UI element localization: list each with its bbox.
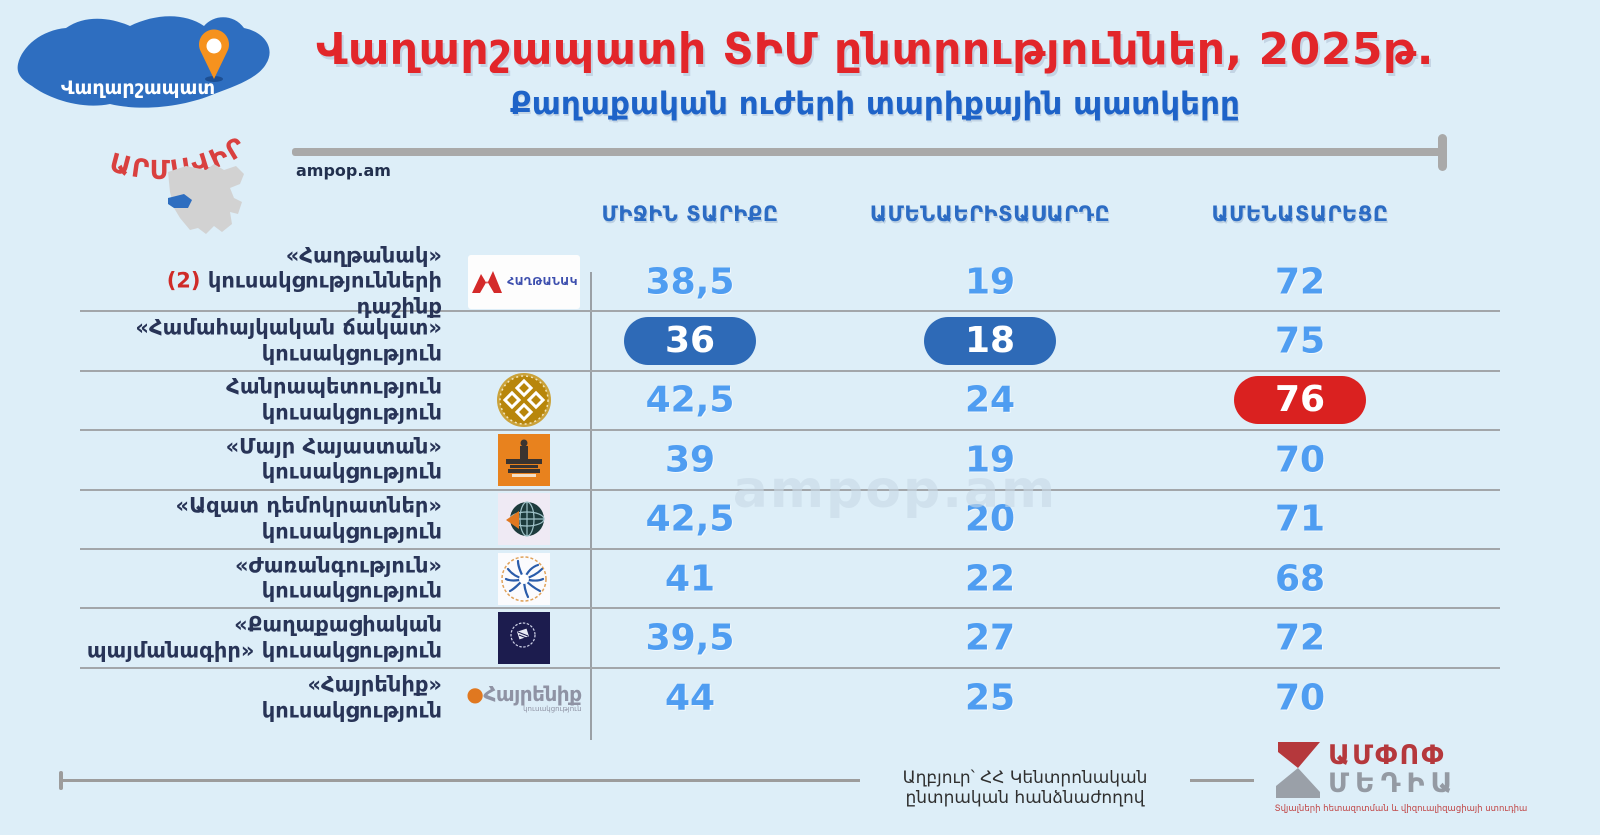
footer-divider xyxy=(1190,779,1254,782)
party-name: «Համահայկական ճակատ» կուսակցություն xyxy=(135,315,442,366)
youngest-value: 25 xyxy=(964,677,1016,719)
brand-label: ampop.am xyxy=(296,161,391,180)
footer-divider-cap xyxy=(59,771,63,790)
column-header-oldest: ԱՄԵՆԱՏԱՐԵՑԸ xyxy=(1211,202,1389,226)
table-row: «Հայրենիք» կուսակցություն ●Հայրենիք կուս… xyxy=(80,669,1500,728)
page-title: Վաղարշապատի ՏԻՄ ընտրություններ, 2025թ. xyxy=(316,24,1434,75)
table-row: «Հաղթանակ» (2) կուսակցությունների դաշինք… xyxy=(80,243,1500,318)
column-header-youngest: ԱՄԵՆԱԵՐԻՏԱՍԱՐԴԸ xyxy=(869,202,1111,226)
source-credit: Աղբյուր՝ ՀՀ Կենտրոնական ընտրական հանձնաժ… xyxy=(902,768,1148,808)
youngest-value: 19 xyxy=(964,261,1016,303)
free-democrats-party-logo-icon xyxy=(498,493,550,546)
party-name: «Հաղթանակ» (2) կուսակցությունների դաշինք xyxy=(166,243,442,319)
heritage-party-logo-icon xyxy=(498,552,550,605)
avg-age-value: 38,5 xyxy=(645,261,735,303)
table-row: «Ժառանգություն» կուսակցություն xyxy=(80,550,1500,610)
avg-age-value: 39,5 xyxy=(645,617,735,659)
youngest-value: 24 xyxy=(964,379,1016,421)
oldest-value: 70 xyxy=(1274,677,1326,719)
haghtanak-party-logo-icon: ՀԱՂԹԱՆԱԿ xyxy=(468,254,580,309)
column-header-average-age: ՄԻՋԻՆ ՏԱՐԻՔԸ xyxy=(601,202,779,226)
divider-rule xyxy=(292,148,1442,156)
oldest-value: 72 xyxy=(1274,617,1326,659)
party-name: «Մայր Հայաստան» կուսակցություն xyxy=(225,434,442,484)
party-name: Հանրապետություն կուսակցություն xyxy=(226,374,442,425)
page-subtitle: Քաղաքական ուժերի տարիքային պատկերը xyxy=(510,86,1240,122)
oldest-value: 68 xyxy=(1274,558,1326,600)
media-wordmark: ՄԵԴԻԱ xyxy=(1328,768,1459,799)
ampop-media-logo: ԱՄՓՈՓ ՄԵԴԻԱ Տվյալների հետազոտման և վիզու… xyxy=(1268,740,1534,814)
table-row: «Մայր Հայաստան» կուսակցություն 39 19 70 xyxy=(80,431,1500,491)
table-column-divider xyxy=(590,272,592,740)
ampop-wordmark: ԱՄՓՈՓ xyxy=(1328,739,1446,771)
divider-rule-cap xyxy=(1438,134,1447,171)
hayrenik-party-logo-icon: ●Հայրենիք կուսակցություն xyxy=(466,681,582,713)
youngest-value: 19 xyxy=(964,439,1016,481)
armenia-map-icon xyxy=(168,164,244,234)
vagharshapat-shape-icon: Վաղարշապատ xyxy=(17,16,270,108)
oldest-value: 71 xyxy=(1274,498,1326,540)
table-row: Հանրապետություն կուսակցություն 42,5 24 7… xyxy=(80,372,1500,432)
mother-armenia-party-logo-icon xyxy=(498,433,550,486)
avg-age-value: 44 xyxy=(664,677,716,719)
avg-age-value: 42,5 xyxy=(645,379,735,421)
avg-age-highlight: 36 xyxy=(624,317,756,366)
oldest-value: 75 xyxy=(1274,320,1326,362)
party-count-badge: (2) xyxy=(166,268,201,293)
region-label: Վաղարշապատ xyxy=(61,77,215,99)
avg-age-value: 42,5 xyxy=(645,498,735,540)
party-name: «Հայրենիք» կուսակցություն xyxy=(261,672,442,723)
oldest-value: 72 xyxy=(1274,261,1326,303)
footer-divider xyxy=(62,779,860,782)
watermark: ampop.am xyxy=(732,460,1058,520)
youngest-value: 20 xyxy=(964,498,1016,540)
party-name: «Ազատ դեմոկրատներ» կուսակցություն xyxy=(175,493,442,544)
ampop-tagline: Տվյալների հետազոտման և վիզուալիզացիայի ս… xyxy=(1274,804,1528,814)
table-row: «Համահայկական ճակատ» կուսակցություն 36 1… xyxy=(80,312,1500,372)
table-row: «Ազատ դեմոկրատներ» կուսակցություն 42,5 2… xyxy=(80,491,1500,550)
youngest-value: 22 xyxy=(964,558,1016,600)
party-name: «Քաղաքացիական պայմանագիր» կուսակցություն xyxy=(86,612,442,663)
youngest-value: 27 xyxy=(964,617,1016,659)
oldest-value: 70 xyxy=(1274,439,1326,481)
mountain-icon xyxy=(472,270,503,293)
republic-party-logo-icon xyxy=(497,373,551,428)
civil-contract-party-logo-icon xyxy=(498,612,550,665)
location-pin-icon xyxy=(199,29,230,82)
oldest-highlight: 76 xyxy=(1234,376,1366,425)
youngest-highlight: 18 xyxy=(924,317,1056,366)
avg-age-value: 41 xyxy=(664,558,716,600)
region-map: Վաղարշապատ ԱՐՄԱՎԻՐ xyxy=(8,2,288,247)
ampop-hourglass-icon xyxy=(1276,742,1320,798)
table-row: «Քաղաքացիական պայմանագիր» կուսակցություն… xyxy=(80,609,1500,669)
parties-age-table: «Հաղթանակ» (2) կուսակցությունների դաշինք… xyxy=(80,243,1500,729)
party-name: «Ժառանգություն» կուսակցություն xyxy=(234,553,442,603)
avg-age-value: 39 xyxy=(664,439,716,481)
